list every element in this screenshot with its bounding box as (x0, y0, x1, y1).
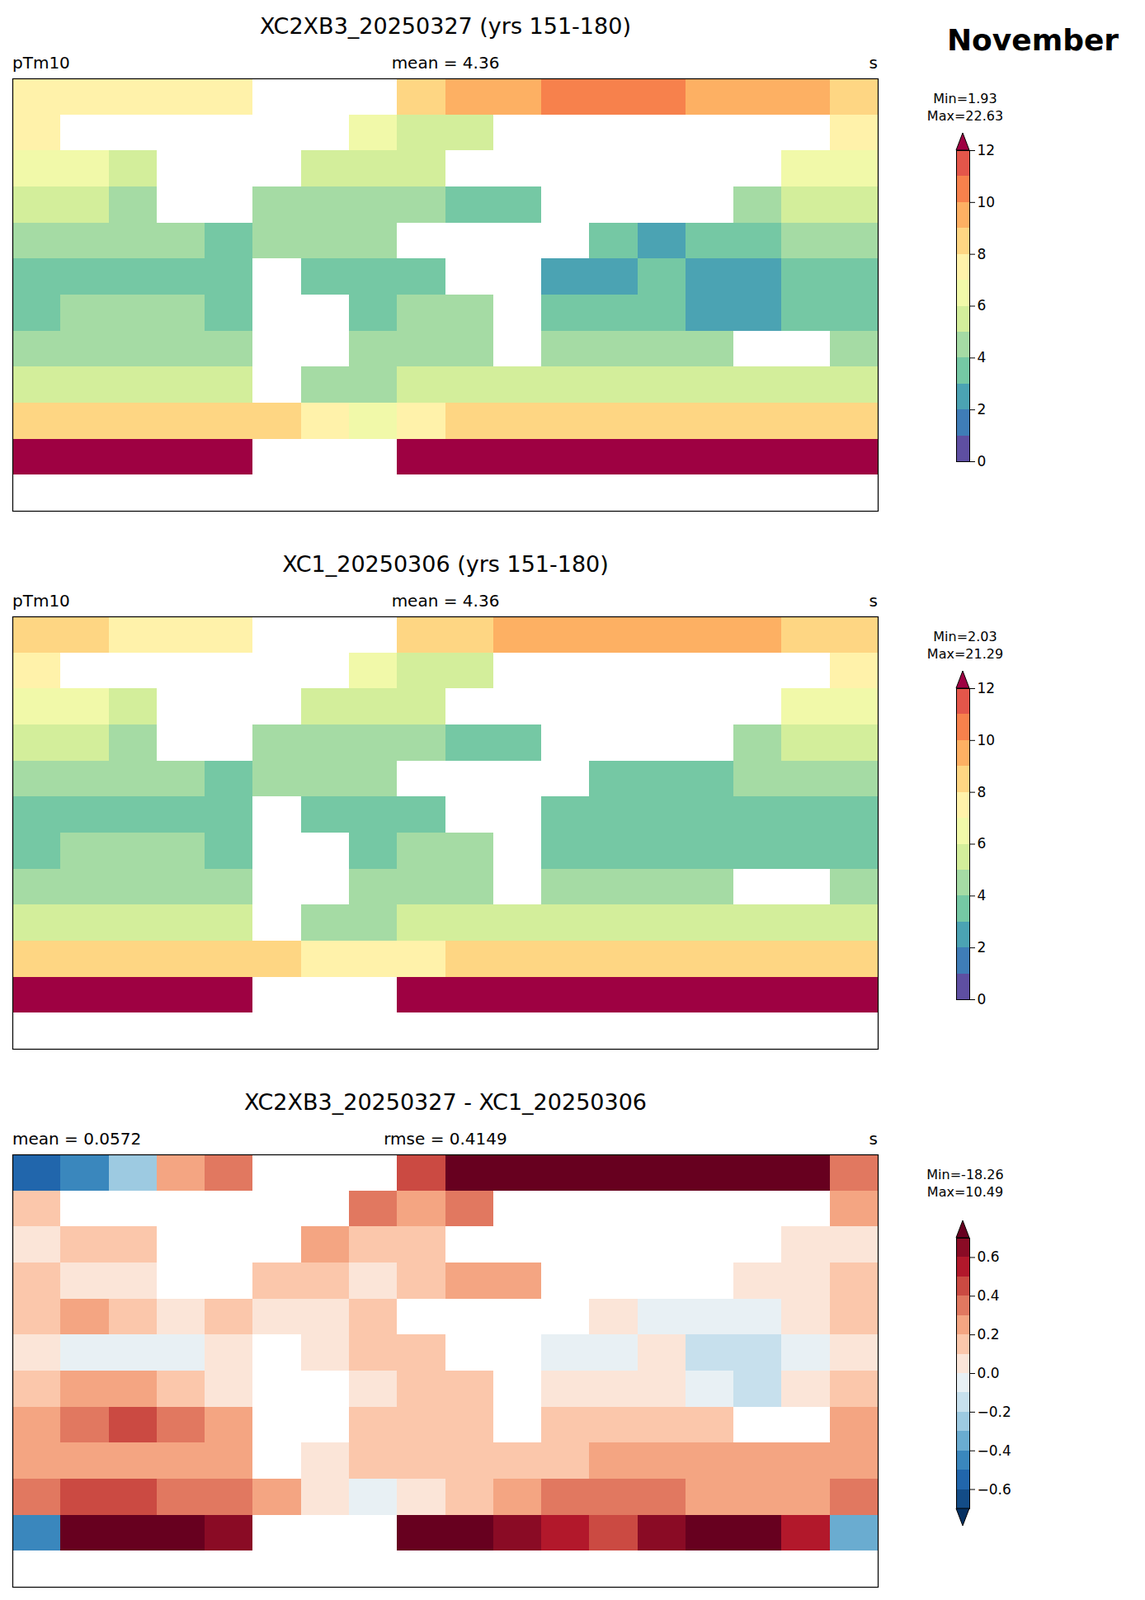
svg-text:12: 12 (977, 679, 996, 697)
html-text:s: s (869, 1128, 878, 1149)
svg-text:−0.6: −0.6 (977, 1480, 1012, 1498)
svg-text:12: 12 (977, 141, 996, 159)
html-text:s: s (869, 52, 878, 73)
html-text:XC2XB3_20250327 (yrs 151-180): XC2XB3_20250327 (yrs 151-180) (259, 12, 631, 39)
svg-text:2: 2 (977, 400, 987, 418)
svg-text:0.4: 0.4 (977, 1286, 1000, 1304)
svg-text:10: 10 (977, 731, 996, 749)
html-text:Max=22.63: Max=22.63 (927, 108, 1004, 124)
svg-text:4: 4 (977, 886, 987, 904)
svg-text:0: 0 (977, 990, 987, 1008)
svg-text:10: 10 (977, 193, 996, 211)
svg-text:0: 0 (977, 452, 987, 470)
svg-text:6: 6 (977, 834, 987, 852)
html-text:Max=21.29: Max=21.29 (927, 645, 1004, 662)
svg-text:0.6: 0.6 (977, 1248, 1000, 1265)
svg-text:2: 2 (977, 938, 987, 956)
svg-text:6: 6 (977, 296, 987, 314)
html-text:mean = 4.36: mean = 4.36 (391, 52, 500, 73)
html-text:XC2XB3_20250327 - XC1_20250306: XC2XB3_20250327 - XC1_20250306 (244, 1088, 647, 1115)
html-text:mean = 4.36: mean = 4.36 (391, 590, 500, 611)
html-text:Max=10.49: Max=10.49 (927, 1183, 1004, 1200)
html-text:pTm10: pTm10 (12, 590, 70, 611)
html-text:November: November (946, 23, 1119, 57)
svg-text:4: 4 (977, 348, 987, 366)
html-text:pTm10: pTm10 (12, 52, 70, 73)
html-text:s: s (869, 590, 878, 611)
svg-text:−0.4: −0.4 (977, 1441, 1012, 1459)
html-text:Min=1.93: Min=1.93 (933, 90, 998, 107)
html-text:rmse = 0.4149: rmse = 0.4149 (383, 1128, 508, 1149)
svg-text:0.0: 0.0 (977, 1364, 1000, 1381)
html-text:XC1_20250306 (yrs 151-180): XC1_20250306 (yrs 151-180) (282, 550, 609, 577)
html-text:Min=-18.26: Min=-18.26 (926, 1166, 1004, 1183)
svg-text:−0.2: −0.2 (977, 1403, 1012, 1420)
svg-text:8: 8 (977, 783, 987, 801)
html-text:Min=2.03: Min=2.03 (933, 628, 998, 645)
html-text:mean = 0.0572: mean = 0.0572 (12, 1128, 142, 1149)
svg-text:0.2: 0.2 (977, 1325, 1000, 1343)
svg-text:8: 8 (977, 245, 987, 263)
